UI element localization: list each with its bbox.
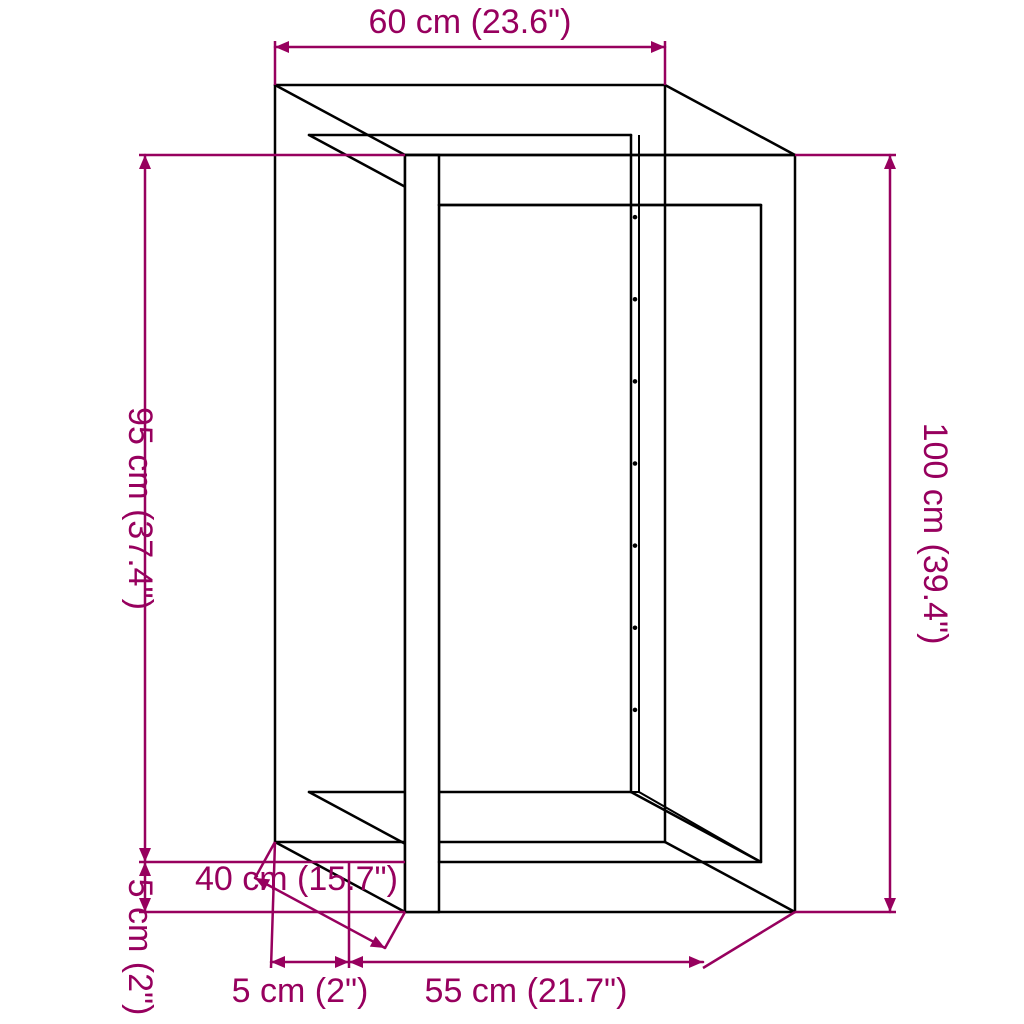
svg-text:40 cm (15.7"): 40 cm (15.7") [195, 860, 398, 898]
svg-text:60 cm (23.6"): 60 cm (23.6") [369, 3, 572, 41]
dimension-drawing: 60 cm (23.6") 100 cm (39.4") 95 cm (37.4")… [0, 0, 1024, 1024]
svg-text:5 cm (2"): 5 cm (2") [232, 972, 369, 1010]
svg-text:100 cm (39.4"): 100 cm (39.4") [916, 423, 954, 645]
svg-text:95 cm (37.4"): 95 cm (37.4") [121, 407, 159, 610]
svg-text:55 cm (21.7"): 55 cm (21.7") [425, 972, 628, 1010]
svg-text:5 cm (2"): 5 cm (2") [121, 879, 159, 1016]
